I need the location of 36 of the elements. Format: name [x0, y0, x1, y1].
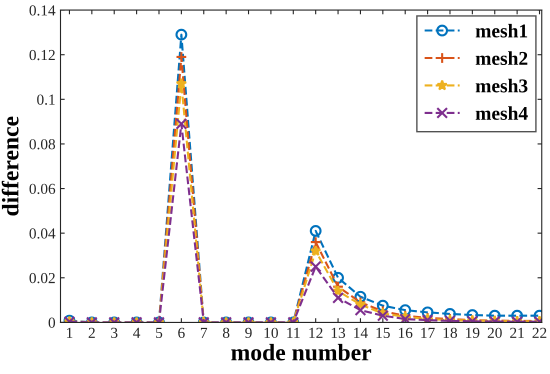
y-tick-label: 0.12 — [29, 50, 55, 60]
x-tick-label: 13 — [332, 328, 346, 338]
y-tick-label: 0.02 — [29, 272, 55, 284]
x-tick-label: 17 — [421, 328, 435, 338]
y-tick-label: 0 — [48, 318, 56, 328]
y-tick-label: 0.04 — [29, 228, 56, 239]
x-tick-label: 6 — [178, 328, 185, 338]
x-tick-label: 9 — [245, 328, 252, 338]
x-tick-label: 2 — [88, 328, 95, 338]
x-tick-label: 8 — [222, 328, 230, 338]
x-tick-label: 22 — [532, 328, 546, 338]
legend-label: mesh3 — [476, 78, 528, 92]
x-tick-label: 12 — [309, 328, 322, 338]
x-tick-label: 1 — [66, 328, 72, 338]
x-tick-label: 10 — [264, 328, 278, 338]
x-axis-title: mode number — [231, 344, 372, 361]
legend-label: mesh4 — [476, 106, 528, 120]
x-tick-label: 3 — [111, 328, 118, 338]
x-tick-label: 16 — [398, 328, 412, 338]
legend-label: mesh2 — [476, 51, 528, 65]
x-tick-label: 14 — [354, 328, 368, 338]
x-tick-label: 7 — [200, 328, 208, 338]
x-tick-label: 11 — [287, 328, 300, 338]
x-tick-label: 19 — [466, 328, 480, 338]
y-axis-title: difference — [2, 116, 19, 216]
y-tick-label: 0.08 — [29, 139, 56, 150]
x-tick-label: 5 — [156, 328, 162, 338]
x-tick-label: 18 — [444, 328, 458, 338]
x-tick-label: 21 — [510, 328, 524, 338]
y-tick-label: 0.06 — [29, 184, 56, 194]
x-tick-label: 4 — [133, 328, 140, 338]
y-tick-label: 0.1 — [37, 94, 55, 105]
y-tick-label: 0.14 — [29, 5, 56, 16]
legend-label: mesh1 — [476, 24, 528, 38]
x-tick-label: 15 — [376, 328, 390, 338]
x-tick-label: 20 — [488, 328, 502, 338]
